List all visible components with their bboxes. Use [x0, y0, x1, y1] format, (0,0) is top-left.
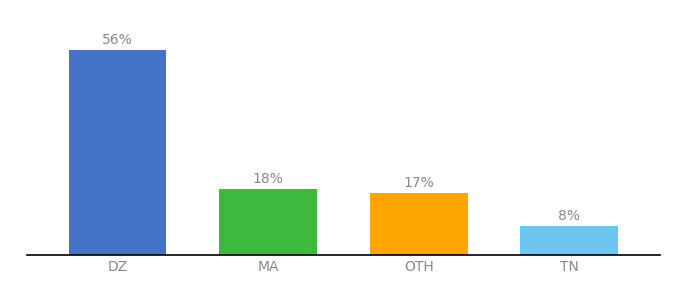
Bar — [520, 226, 618, 255]
Bar — [370, 193, 468, 255]
Text: 56%: 56% — [102, 33, 133, 47]
Text: 17%: 17% — [403, 176, 434, 190]
Bar — [219, 189, 317, 255]
Bar — [69, 50, 167, 255]
Text: 18%: 18% — [253, 172, 284, 186]
Text: 8%: 8% — [558, 209, 580, 223]
